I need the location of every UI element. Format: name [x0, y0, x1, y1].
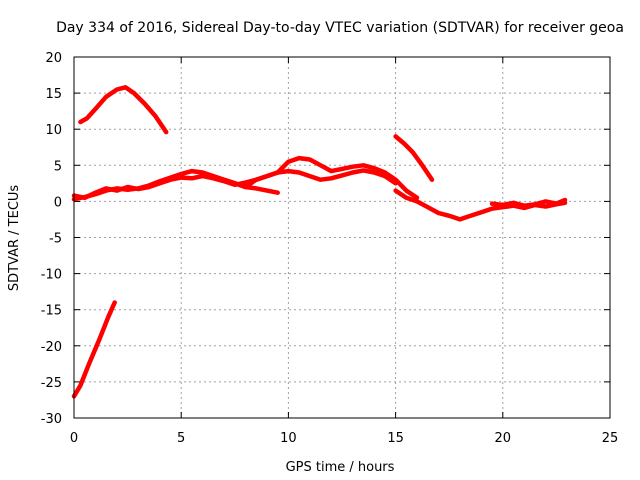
series-lines	[71, 85, 568, 399]
x-tick-label: 5	[177, 431, 185, 446]
x-tick-label: 20	[495, 431, 512, 446]
series-arc-high-early	[78, 85, 169, 135]
series-arc-negative-rise	[71, 300, 117, 399]
y-tick-label: 5	[54, 159, 62, 174]
x-axis-title: GPS time / hours	[286, 460, 395, 475]
grid-lines	[74, 57, 610, 418]
series-arc-post-15	[393, 134, 435, 182]
y-tick-label: -25	[41, 376, 62, 391]
plot-area-border	[73, 56, 611, 419]
y-tick-label: -20	[41, 340, 62, 355]
x-tick-labels: 0 5 10 15 20 25	[70, 431, 618, 446]
y-tick-label: -15	[41, 304, 62, 319]
y-tick-label: 20	[45, 51, 62, 66]
y-axis-title: SDTVAR / TECUs	[7, 185, 22, 292]
y-tick-label: 10	[45, 123, 62, 138]
series-band-evening-b	[489, 197, 568, 208]
y-tick-label: -5	[49, 232, 62, 247]
y-tick-label: -30	[41, 412, 62, 427]
series-band-midday	[221, 155, 420, 201]
y-tick-label: 0	[54, 195, 62, 210]
x-tick-label: 15	[387, 431, 404, 446]
y-tick-labels: -30 -25 -20 -15 -10 -5 0 5 10 15 20	[41, 51, 62, 427]
x-tick-label: 0	[70, 431, 78, 446]
x-tick-label: 25	[602, 431, 619, 446]
y-tick-label: -10	[41, 268, 62, 283]
y-tick-label: 15	[45, 87, 62, 102]
x-tick-label: 10	[280, 431, 297, 446]
chart-title: Day 334 of 2016, Sidereal Day-to-day VTE…	[56, 20, 624, 36]
